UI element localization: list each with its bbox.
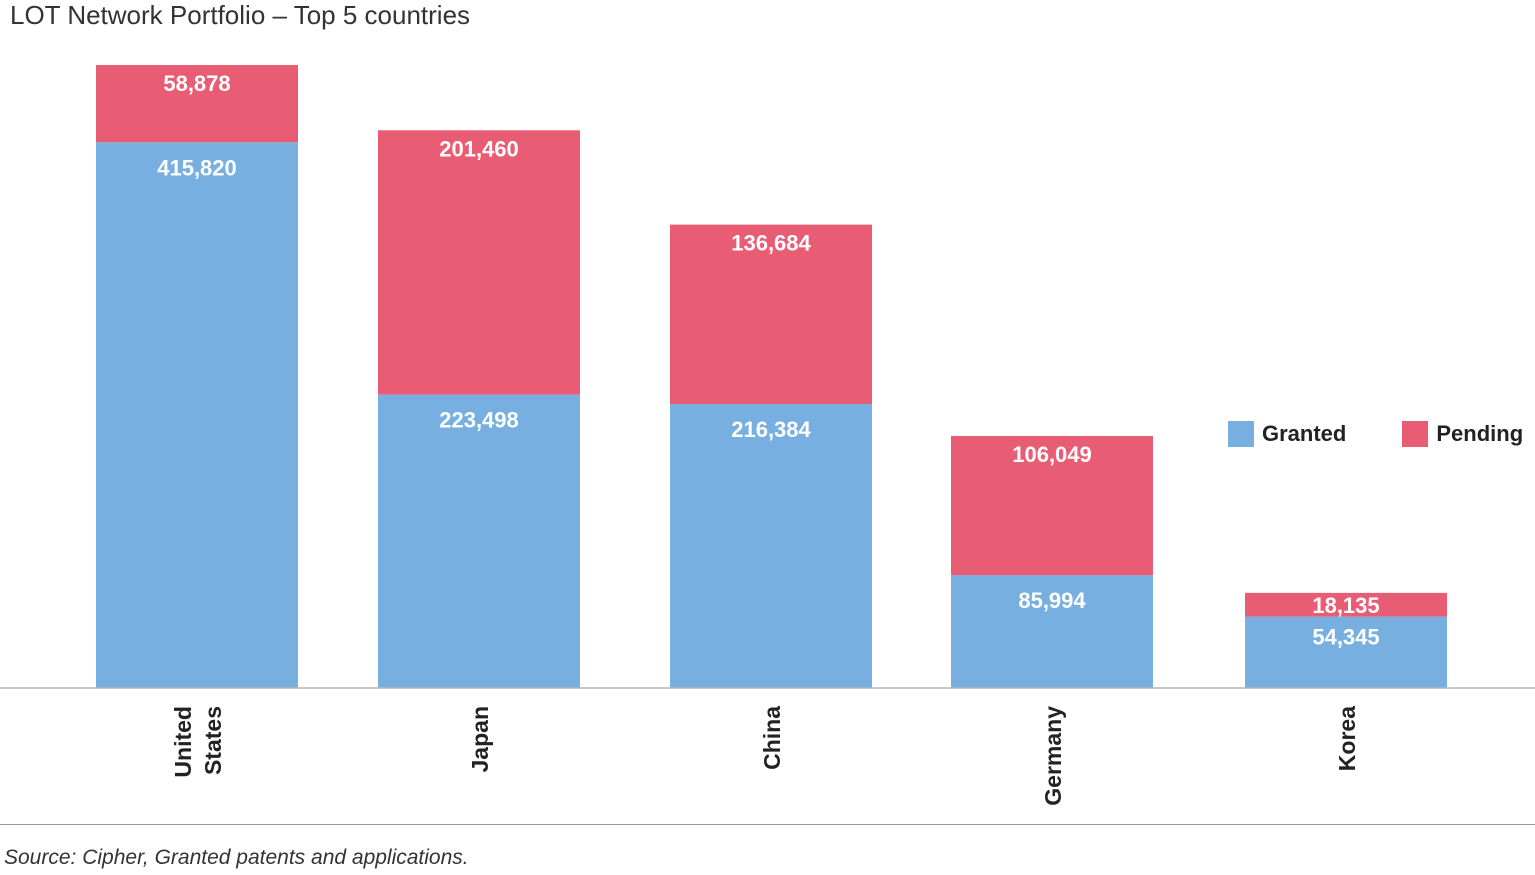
data-label-pending-china: 136,684 bbox=[731, 231, 811, 256]
chart-title: LOT Network Portfolio – Top 5 countries bbox=[10, 0, 471, 30]
category-label-korea: Korea bbox=[1334, 706, 1360, 771]
legend-label-pending: Pending bbox=[1436, 421, 1524, 446]
source-note: Source: Cipher, Granted patents and appl… bbox=[4, 846, 469, 869]
legend-label-granted: Granted bbox=[1262, 421, 1347, 446]
category-label-line: States bbox=[200, 706, 226, 775]
data-label-granted-united-states: 415,820 bbox=[157, 155, 237, 180]
data-label-granted-korea: 54,345 bbox=[1312, 625, 1379, 650]
bar-granted-korea bbox=[1245, 616, 1447, 688]
data-label-granted-china: 216,384 bbox=[731, 417, 811, 442]
category-label-line: Korea bbox=[1334, 706, 1360, 771]
data-label-pending-united-states: 58,878 bbox=[163, 71, 230, 96]
legend-item-pending: Pending bbox=[1402, 421, 1523, 447]
legend-item-granted: Granted bbox=[1228, 421, 1346, 447]
stacked-bar-chart: 58,878 415,820 United States 201,460 223,498 J… bbox=[0, 65, 1535, 806]
category-label-china: China bbox=[759, 706, 785, 770]
data-label-granted-germany: 85,994 bbox=[1018, 588, 1086, 613]
data-label-pending-japan: 201,460 bbox=[439, 136, 519, 161]
category-label-line: Germany bbox=[1040, 706, 1066, 806]
legend-swatch-pending bbox=[1402, 421, 1429, 447]
bar-pending-japan bbox=[378, 130, 580, 395]
bar-granted-china bbox=[670, 404, 872, 688]
bar-pending-korea bbox=[1245, 592, 1447, 617]
data-label-pending-germany: 106,049 bbox=[1012, 442, 1092, 467]
data-label-pending-korea: 18,135 bbox=[1312, 593, 1379, 618]
category-label-line: China bbox=[759, 706, 785, 770]
category-label-japan: Japan bbox=[467, 706, 493, 772]
source-divider bbox=[0, 824, 1535, 825]
category-label-line: United bbox=[170, 706, 196, 778]
bar-granted-japan bbox=[378, 394, 580, 688]
bar-granted-germany bbox=[951, 575, 1153, 688]
data-label-granted-japan: 223,498 bbox=[439, 408, 519, 433]
bar-pending-china bbox=[670, 224, 872, 405]
category-label-united-states: United States bbox=[170, 706, 226, 778]
chart-legend: Granted Pending bbox=[1228, 421, 1523, 447]
bar-pending-united-states bbox=[96, 65, 298, 143]
bar-granted-united-states bbox=[96, 142, 298, 688]
legend-swatch-granted bbox=[1228, 421, 1254, 447]
category-label-line: Japan bbox=[467, 706, 493, 772]
category-label-germany: Germany bbox=[1040, 706, 1066, 806]
bar-pending-germany bbox=[951, 435, 1153, 576]
